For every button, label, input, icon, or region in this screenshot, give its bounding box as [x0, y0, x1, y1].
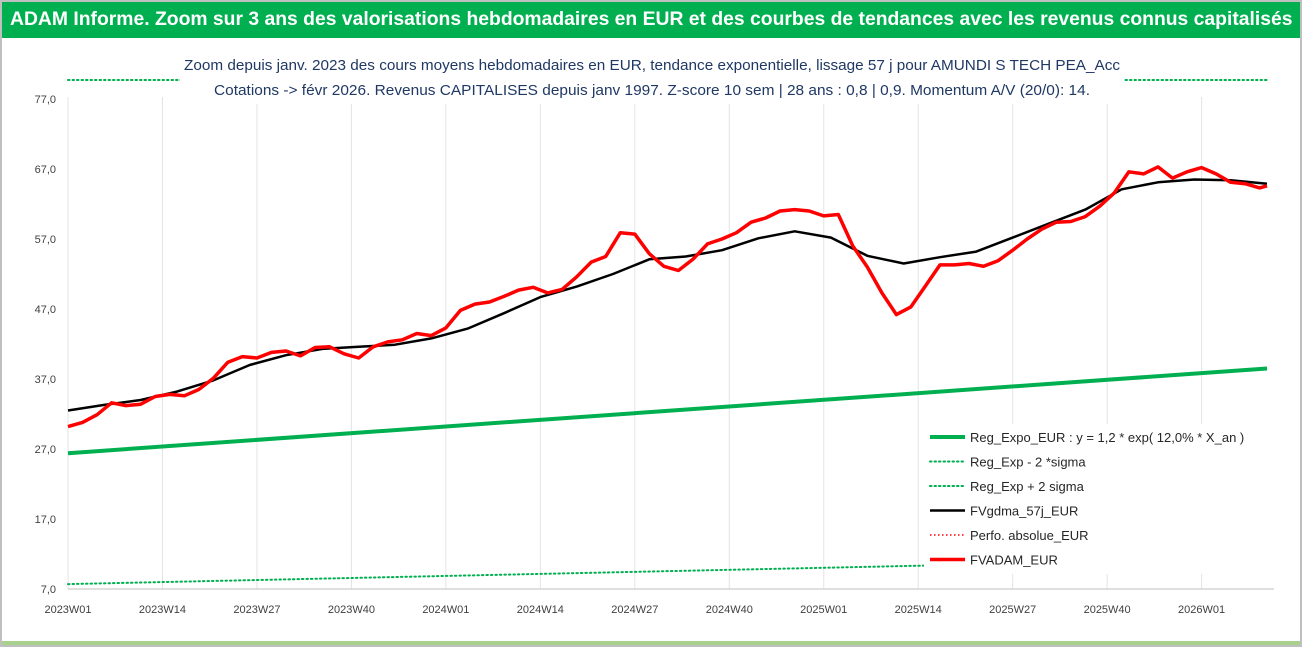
x-tick-label: 2024W40: [706, 604, 753, 616]
y-tick-label: 7,0: [41, 584, 56, 596]
y-tick-label: 67,0: [35, 164, 56, 176]
y-tick-label: 37,0: [35, 374, 56, 386]
series-line-reg_expo: [67, 366, 1268, 456]
legend-label-perfo: Perfo. absolue_EUR: [970, 528, 1089, 543]
series-line-gdma: [67, 178, 1268, 412]
y-tick-labels: 7,0 17,0 27,0 37,0 47,0 57,0 67,0 77,0: [35, 94, 56, 596]
subtitle-background: [180, 48, 1124, 104]
legend-label-sigma_low: Reg_Exp - 2 *sigma: [970, 455, 1086, 470]
x-tick-label: 2024W27: [611, 604, 658, 616]
x-tick-label: 2023W27: [233, 604, 280, 616]
x-tick-label: 2025W14: [895, 604, 942, 616]
y-tick-label: 47,0: [35, 304, 56, 316]
x-tick-label: 2026W01: [1178, 604, 1225, 616]
legend: Reg_Expo_EUR : y = 1,2 * exp( 12,0% * X_…: [924, 424, 1272, 574]
x-tick-label: 2023W01: [44, 604, 91, 616]
x-tick-labels: 2023W01 2023W14 2023W27 2023W40 2024W01 2024W…: [44, 604, 1225, 616]
legend-label-gdma: FVgdma_57j_EUR: [970, 504, 1078, 519]
x-tick-label: 2025W40: [1084, 604, 1131, 616]
x-tick-label: 2023W40: [328, 604, 375, 616]
legend-label-sigma_high: Reg_Exp + 2 sigma: [970, 479, 1085, 494]
legend-label-adam: FVADAM_EUR: [970, 553, 1058, 568]
page-banner-title: ADAM Informe. Zoom sur 3 ans des valoris…: [2, 2, 1300, 38]
legend-background: [924, 424, 1272, 574]
series-line-adam: [67, 165, 1268, 429]
y-tick-label: 27,0: [35, 444, 56, 456]
y-tick-label: 17,0: [35, 514, 56, 526]
legend-label-reg_expo: Reg_Expo_EUR : y = 1,2 * exp( 12,0% * X_…: [970, 430, 1244, 445]
x-tick-label: 2025W27: [989, 604, 1036, 616]
x-tick-label: 2025W01: [800, 604, 847, 616]
x-tick-label: 2024W01: [422, 604, 469, 616]
x-tick-label: 2024W14: [517, 604, 564, 616]
chart-subtitle-line2: Cotations -> févr 2026. Revenus CAPITALI…: [214, 82, 1090, 99]
y-tick-label: 57,0: [35, 234, 56, 246]
bottom-accent-bar: [2, 641, 1300, 645]
y-tick-label: 77,0: [35, 94, 56, 106]
chart-subtitle-line1: Zoom depuis janv. 2023 des cours moyens …: [184, 57, 1120, 74]
x-tick-label: 2023W14: [139, 604, 186, 616]
